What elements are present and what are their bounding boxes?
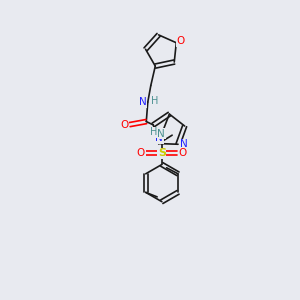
Text: O: O [120,120,128,130]
Text: N: N [155,133,163,143]
Text: N: N [179,139,187,149]
Text: O: O [179,148,187,158]
Text: O: O [177,36,185,46]
Text: S: S [158,148,166,158]
Text: N: N [139,97,146,107]
Text: H: H [150,127,157,137]
Text: N: N [158,129,165,139]
Text: O: O [137,148,145,158]
Text: H: H [151,96,158,106]
